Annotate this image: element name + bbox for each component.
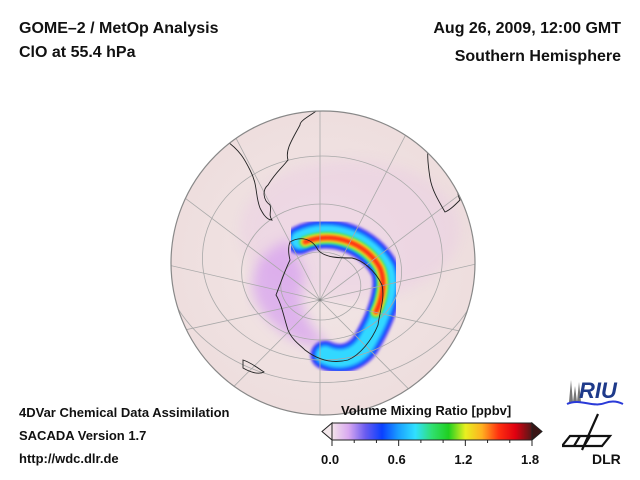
meridian-line bbox=[171, 299, 321, 351]
riu-logo: RIU bbox=[566, 378, 624, 406]
coast-south-america bbox=[216, 111, 326, 221]
colorbar-tick-label: 0.6 bbox=[387, 452, 406, 467]
colorbar-ticks bbox=[331, 440, 533, 446]
title-species-level: ClO at 55.4 hPa bbox=[19, 44, 136, 61]
title-region: Southern Hemisphere bbox=[454, 48, 621, 65]
title-date: Aug 26, 2009, 12:00 GMT bbox=[433, 20, 621, 37]
colorbar-extend-low bbox=[321, 421, 333, 442]
footer-version: SACADA Version 1.7 bbox=[19, 428, 147, 443]
globe-outline bbox=[170, 110, 476, 416]
latitude-circle bbox=[201, 155, 443, 361]
colorbar-tick-label: 1.2 bbox=[454, 452, 473, 467]
cathedral-icon bbox=[569, 380, 581, 402]
river-wave-icon bbox=[566, 400, 624, 406]
colorbar-gradient bbox=[331, 422, 533, 441]
coast-australia-fragment bbox=[242, 359, 265, 374]
south-pole bbox=[318, 298, 322, 302]
clo-vortex bbox=[285, 219, 403, 374]
footer-link[interactable]: http://wdc.dlr.de bbox=[19, 451, 119, 466]
meridian-line bbox=[319, 299, 475, 351]
colorbar-extend-high bbox=[531, 421, 543, 442]
footer-method: 4DVar Chemical Data Assimilation bbox=[19, 405, 230, 420]
latitude-circle bbox=[171, 111, 475, 383]
riu-logo-text: RIU bbox=[579, 378, 618, 403]
latitude-circle bbox=[241, 203, 403, 341]
dlr-logo-text: DLR bbox=[592, 451, 621, 467]
colorbar bbox=[321, 421, 543, 446]
meridian-line bbox=[171, 129, 321, 301]
meridian-line bbox=[189, 111, 321, 301]
meridian-line bbox=[171, 239, 321, 301]
meridian-line bbox=[319, 129, 475, 301]
meridian-line bbox=[319, 239, 475, 301]
meridian-line bbox=[319, 111, 451, 301]
dlr-logo: DLR bbox=[562, 413, 621, 467]
colorbar-tick-label: 0.0 bbox=[321, 452, 340, 467]
dlr-emblem-icon bbox=[562, 413, 613, 451]
title-instrument: GOME–2 / MetOp Analysis bbox=[19, 20, 219, 37]
coast-antarctica bbox=[275, 238, 384, 362]
colorbar-tick-label: 1.8 bbox=[521, 452, 540, 467]
colorbar-title: Volume Mixing Ratio [ppbv] bbox=[341, 403, 512, 418]
graticule bbox=[171, 111, 475, 415]
vortex-contour-band bbox=[303, 236, 385, 314]
